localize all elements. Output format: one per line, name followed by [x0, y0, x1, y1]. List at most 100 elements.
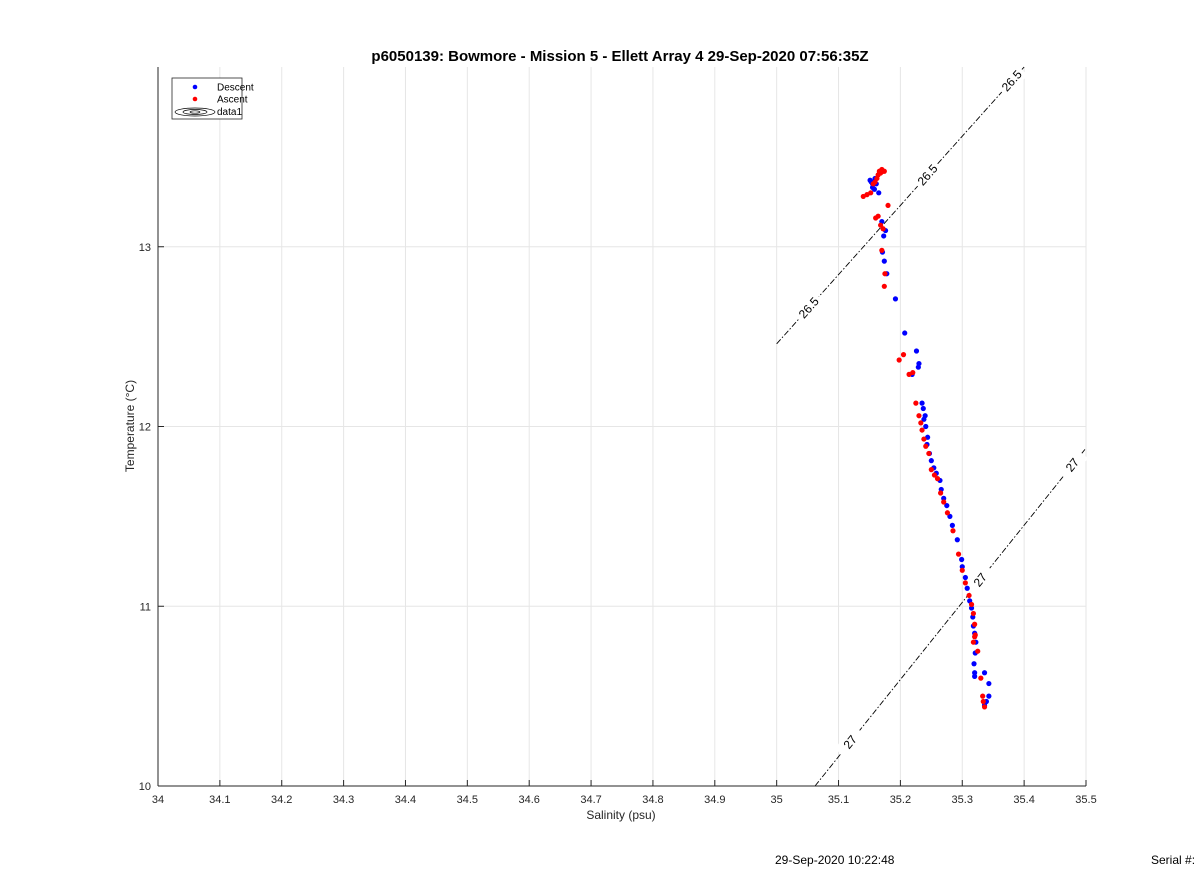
y-tick-label: 13	[139, 242, 151, 254]
ascent-point	[921, 436, 927, 442]
legend-contour-icon-inner	[182, 109, 208, 115]
x-tick-label: 34.3	[333, 794, 354, 806]
ascent-point	[955, 551, 962, 557]
descent-point	[986, 693, 992, 699]
x-axis-label: Salinity (psu)	[586, 808, 655, 822]
descent-point	[920, 405, 926, 412]
ascent-point	[944, 510, 951, 516]
ascent-point	[896, 357, 902, 363]
contour-label-mask	[964, 563, 996, 597]
descent-point	[923, 423, 929, 430]
ascent-point	[910, 369, 916, 376]
ascent-point	[972, 621, 978, 627]
contour-label-mask	[792, 291, 825, 325]
legend-contour-icon	[174, 107, 216, 117]
legend-ascent-marker	[192, 96, 198, 102]
x-tick-label: 35.2	[890, 794, 911, 806]
descent-point	[941, 495, 947, 501]
ascent-point	[931, 472, 938, 478]
ascent-point	[881, 283, 887, 289]
ascent-point	[881, 168, 887, 174]
tick-labels: 34 34.1 34.2 34.3 34.4 34.5 34.6 34.7 34.8 34.9 35…	[139, 242, 1097, 806]
ascent-point	[981, 704, 988, 710]
ascent-point	[913, 400, 919, 406]
descent-point	[949, 522, 955, 528]
x-tick-label: 35.1	[828, 794, 849, 806]
ascent-point	[885, 202, 891, 209]
data-points	[860, 166, 992, 710]
ascent-point	[968, 601, 975, 608]
ascent-point	[975, 648, 981, 654]
ascent-point	[868, 190, 874, 196]
descent-point	[959, 556, 965, 563]
descent-point	[892, 296, 899, 302]
descent-point	[881, 258, 887, 264]
descent-point	[968, 605, 975, 611]
x-tick-label: 35.5	[1075, 794, 1096, 806]
ascent-point	[978, 675, 984, 681]
descent-point	[981, 670, 988, 676]
ascent-point	[900, 352, 907, 358]
legend-contour-icon-core	[189, 110, 201, 114]
legend-descent-label: Descent	[217, 83, 254, 94]
chart-title: p6050139: Bowmore - Mission 5 - Ellett A…	[371, 48, 868, 65]
ascent-point	[941, 499, 947, 505]
contour-label-mask	[911, 158, 944, 192]
descent-point	[871, 186, 878, 192]
x-tick-label: 34.5	[457, 794, 478, 806]
legend-data1-label: data1	[217, 107, 242, 118]
ascent-point	[880, 226, 886, 232]
x-tick-label: 34.6	[518, 794, 539, 806]
x-tick-label: 34.8	[642, 794, 663, 806]
ascent-point	[972, 634, 978, 640]
ascent-point	[966, 592, 972, 599]
descent-point	[876, 190, 882, 196]
contour-label-mask	[834, 725, 866, 759]
descent-point	[928, 458, 934, 464]
density-contour-27	[814, 447, 1087, 787]
descent-point	[915, 364, 921, 370]
ascent-point	[980, 698, 986, 705]
ascent-point	[879, 247, 885, 253]
descent-point	[971, 661, 977, 667]
serial-number-label: Serial #:	[1151, 853, 1196, 867]
ascent-point	[970, 610, 977, 617]
ascent-point	[923, 443, 929, 449]
x-tick-label: 34.1	[209, 794, 230, 806]
legend-ascent-label: Ascent	[217, 95, 248, 106]
ascent-point	[950, 528, 956, 534]
ascent-point	[926, 450, 932, 457]
series-ascent	[860, 166, 988, 710]
ascent-point	[919, 427, 925, 433]
ascent-point	[938, 490, 944, 496]
x-tick-label: 34.2	[271, 794, 292, 806]
descent-point	[919, 400, 925, 406]
descent-point	[972, 673, 978, 679]
descent-point	[881, 233, 887, 239]
descent-point	[964, 585, 970, 591]
descent-point	[913, 348, 920, 354]
x-tick-label: 34	[152, 794, 164, 806]
contour-label-mask	[1056, 448, 1089, 482]
x-tick-label: 35.3	[952, 794, 973, 806]
ascent-point	[928, 467, 934, 473]
descent-point	[902, 330, 908, 336]
y-axis-label: Temperature (°C)	[123, 380, 137, 472]
legend-descent-marker	[192, 84, 198, 90]
legend: Descent Ascent data1	[171, 77, 254, 120]
print-timestamp: 29-Sep-2020 10:22:48	[775, 853, 895, 867]
ascent-point	[916, 413, 922, 419]
descent-point	[972, 670, 978, 676]
x-tick-label: 35	[771, 794, 783, 806]
ascent-point	[980, 693, 986, 699]
grid-lines	[157, 67, 1087, 787]
descent-point	[986, 680, 992, 687]
y-tick-label: 12	[139, 422, 151, 434]
x-tick-label: 34.7	[580, 794, 601, 806]
descent-point	[959, 564, 965, 570]
x-tick-label: 34.4	[395, 794, 416, 806]
ascent-point	[962, 580, 968, 586]
ascent-point	[959, 567, 965, 573]
series-descent	[867, 175, 992, 708]
